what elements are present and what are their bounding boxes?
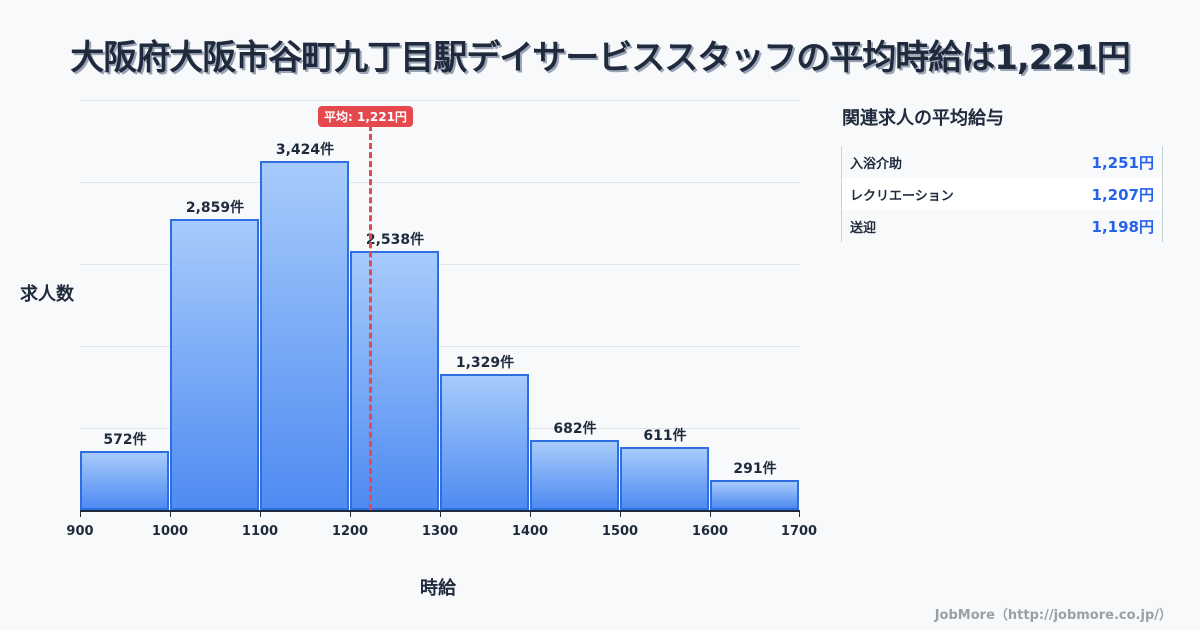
page-title: 大阪府大阪市谷町九丁目駅デイサービススタッフの平均時給は1,221円 <box>70 38 1131 78</box>
related-salary-table: 入浴介助 1,251円 レクリエーション 1,207円 送迎 1,198円 <box>841 146 1163 242</box>
bar-900 <box>80 451 169 510</box>
x-axis-label: 時給 <box>420 578 456 599</box>
bar-label: 2,538件 <box>365 232 425 248</box>
job-salary: 1,207円 <box>1091 185 1154 204</box>
bar-1000 <box>170 219 259 510</box>
average-badge: 平均: 1,221円 <box>318 106 413 127</box>
x-tick <box>170 510 171 517</box>
bar-label: 682件 <box>553 421 597 437</box>
bar-label: 1,329件 <box>455 355 515 371</box>
bar-1200 <box>350 251 439 510</box>
y-axis-label: 求人数 <box>20 284 74 305</box>
bar-1600 <box>710 480 799 510</box>
bar-1500 <box>620 447 709 510</box>
related-salary-title: 関連求人の平均給与 <box>842 108 1004 129</box>
bar-label: 611件 <box>643 428 687 444</box>
gridline <box>80 182 800 183</box>
gridline <box>80 100 800 101</box>
x-tick-label: 900 <box>66 524 94 539</box>
x-tick <box>440 510 441 517</box>
x-tick-label: 1200 <box>331 524 369 539</box>
job-salary: 1,198円 <box>1091 217 1154 236</box>
x-tick <box>530 510 531 517</box>
related-salary-row: レクリエーション 1,207円 <box>842 178 1162 210</box>
bar-1300 <box>440 374 529 510</box>
x-tick <box>350 510 351 517</box>
bar-label: 3,424件 <box>275 142 335 158</box>
x-tick-label: 1700 <box>780 524 818 539</box>
x-tick-label: 1500 <box>601 524 639 539</box>
x-tick-label: 1400 <box>511 524 549 539</box>
average-line <box>369 125 372 510</box>
x-tick <box>260 510 261 517</box>
x-tick <box>80 510 81 517</box>
x-tick-label: 1600 <box>691 524 729 539</box>
related-salary-row: 入浴介助 1,251円 <box>842 146 1162 178</box>
gridline <box>80 346 800 347</box>
bar-1400 <box>530 440 619 510</box>
x-tick-label: 1100 <box>241 524 279 539</box>
bar-label: 291件 <box>733 461 777 477</box>
x-tick-label: 1000 <box>151 524 189 539</box>
x-tick <box>620 510 621 517</box>
bar-label: 572件 <box>103 432 147 448</box>
related-salary-row: 送迎 1,198円 <box>842 210 1162 242</box>
job-salary: 1,251円 <box>1091 153 1154 172</box>
x-tick <box>799 510 800 517</box>
job-name: 入浴介助 <box>850 156 903 172</box>
job-name: 送迎 <box>850 220 877 236</box>
histogram-plot: 572件 2,859件 3,424件 2,538件 1,329件 682件 61… <box>80 100 800 510</box>
job-name: レクリエーション <box>850 188 954 204</box>
source-credit: JobMore（http://jobmore.co.jp/） <box>934 608 1172 623</box>
bar-label: 2,859件 <box>185 200 245 216</box>
x-tick-label: 1300 <box>421 524 459 539</box>
x-tick <box>710 510 711 517</box>
gridline <box>80 264 800 265</box>
bar-1100 <box>260 161 349 510</box>
